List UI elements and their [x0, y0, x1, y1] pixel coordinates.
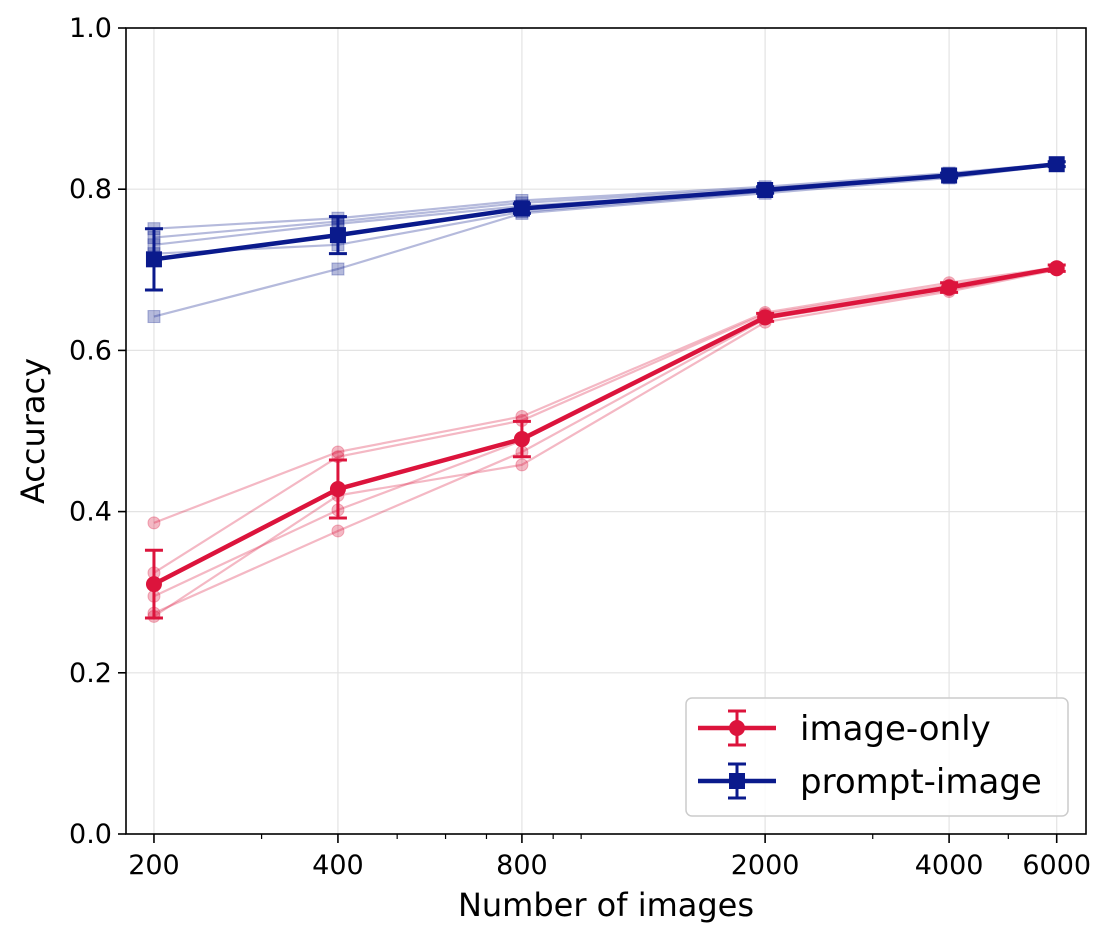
run-line-image-only	[153, 267, 1057, 615]
mean-line-image-only	[152, 265, 1058, 587]
y-tick-label: 0.0	[69, 819, 112, 850]
mean-point-prompt-image	[1048, 156, 1065, 173]
mean-point-image-only	[329, 481, 346, 498]
mean-point-image-only	[1048, 260, 1065, 277]
y-tick-label: 0.2	[69, 658, 112, 689]
run-point-image-only	[331, 524, 345, 538]
run-point-image-only	[331, 445, 345, 459]
legend-label-image-only: image-only	[800, 709, 991, 749]
mean-point-prompt-image	[757, 182, 774, 199]
x-axis-label: Number of images	[458, 886, 754, 924]
legend-entry-image-only	[698, 709, 776, 747]
legend-label-prompt-image: prompt-image	[800, 762, 1042, 802]
run-line-image-only	[153, 268, 1057, 618]
legend-entry-prompt-image	[698, 762, 776, 800]
mean-point-prompt-image	[941, 167, 958, 184]
x-tick-label: 2000	[731, 850, 800, 881]
mean-line-prompt-image	[153, 161, 1057, 262]
axes: 0.0 0.2 0.4 0.6 0.8 1.0 200 400 800 2000 4000 6000	[69, 13, 1091, 881]
y-tick-label: 0.6	[69, 335, 112, 366]
run-line-image-only	[153, 266, 1057, 524]
mean-point-prompt-image	[145, 251, 162, 268]
x-tick-label: 800	[496, 850, 548, 881]
run-line-prompt-image	[153, 162, 1057, 230]
mean-point-image-only	[513, 431, 530, 448]
plot-frame	[125, 27, 1087, 835]
mean-point-prompt-image	[513, 200, 530, 217]
run-point-prompt-image	[331, 262, 345, 276]
legend-marker	[729, 773, 745, 789]
run-line-image-only	[153, 267, 1057, 598]
mean-point-prompt-image	[329, 227, 346, 244]
y-tick-label: 0.4	[69, 497, 112, 528]
mean-point-image-only	[145, 576, 162, 593]
run-point-image-only	[147, 516, 161, 530]
legend: image-only prompt-image	[685, 697, 1069, 817]
run-point-prompt-image	[147, 310, 161, 324]
x-tick-label: 400	[312, 850, 364, 881]
legend-marker	[729, 720, 745, 736]
run-point-image-only	[515, 458, 529, 472]
y-tick-label: 0.8	[69, 174, 112, 205]
y-tick-label: 1.0	[69, 13, 112, 44]
series-area	[144, 156, 1066, 623]
x-tick-label: 200	[128, 850, 180, 881]
x-tick-label: 6000	[1022, 850, 1091, 881]
mean-point-image-only	[757, 309, 774, 326]
x-tick-label: 4000	[915, 850, 984, 881]
mean-point-image-only	[941, 279, 958, 296]
y-axis-label: Accuracy	[14, 358, 52, 504]
legend-box	[685, 697, 1069, 817]
